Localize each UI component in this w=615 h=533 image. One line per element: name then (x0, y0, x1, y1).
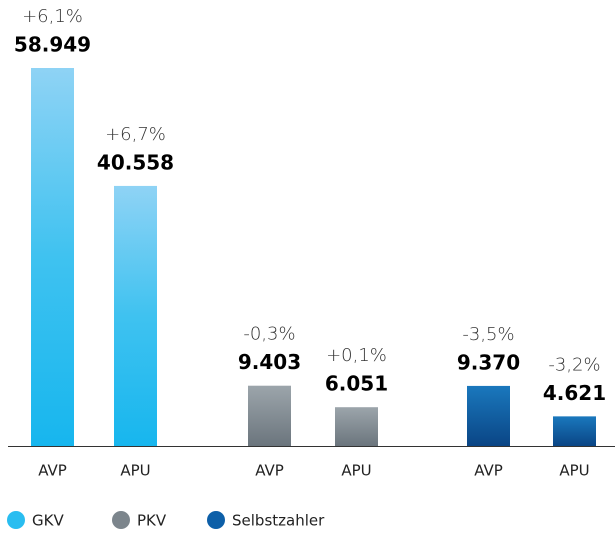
x-tick-label: APU (120, 462, 150, 480)
legend-swatch (112, 511, 130, 529)
legend-label: Selbstzahler (232, 512, 325, 530)
change-label: +6,7% (105, 124, 166, 145)
legend-label: GKV (32, 512, 64, 530)
x-tick-label: AVP (255, 462, 284, 480)
legend-label: PKV (137, 512, 167, 530)
value-label: 40.558 (97, 150, 174, 174)
value-label: 58.949 (14, 33, 91, 57)
legend-swatch (7, 511, 25, 529)
bar (31, 68, 74, 446)
x-tick-label: AVP (474, 462, 503, 480)
legend-swatch (207, 511, 225, 529)
change-label: +6,1% (22, 6, 83, 27)
x-tick-label: APU (559, 462, 589, 480)
value-label: 9.403 (238, 350, 301, 374)
change-label: -3,5% (462, 324, 514, 345)
x-tick-label: AVP (38, 462, 67, 480)
bar (467, 385, 510, 446)
value-label: 4.621 (543, 381, 606, 405)
x-tick-label: APU (341, 462, 371, 480)
bar (335, 407, 378, 446)
value-label: 6.051 (325, 372, 388, 396)
bar (114, 185, 157, 446)
change-label: +0,1% (326, 345, 387, 366)
bar (553, 416, 596, 446)
change-label: -3,2% (548, 354, 600, 375)
value-label: 9.370 (457, 350, 520, 374)
change-label: -0,3% (243, 324, 295, 345)
bar (248, 385, 291, 446)
